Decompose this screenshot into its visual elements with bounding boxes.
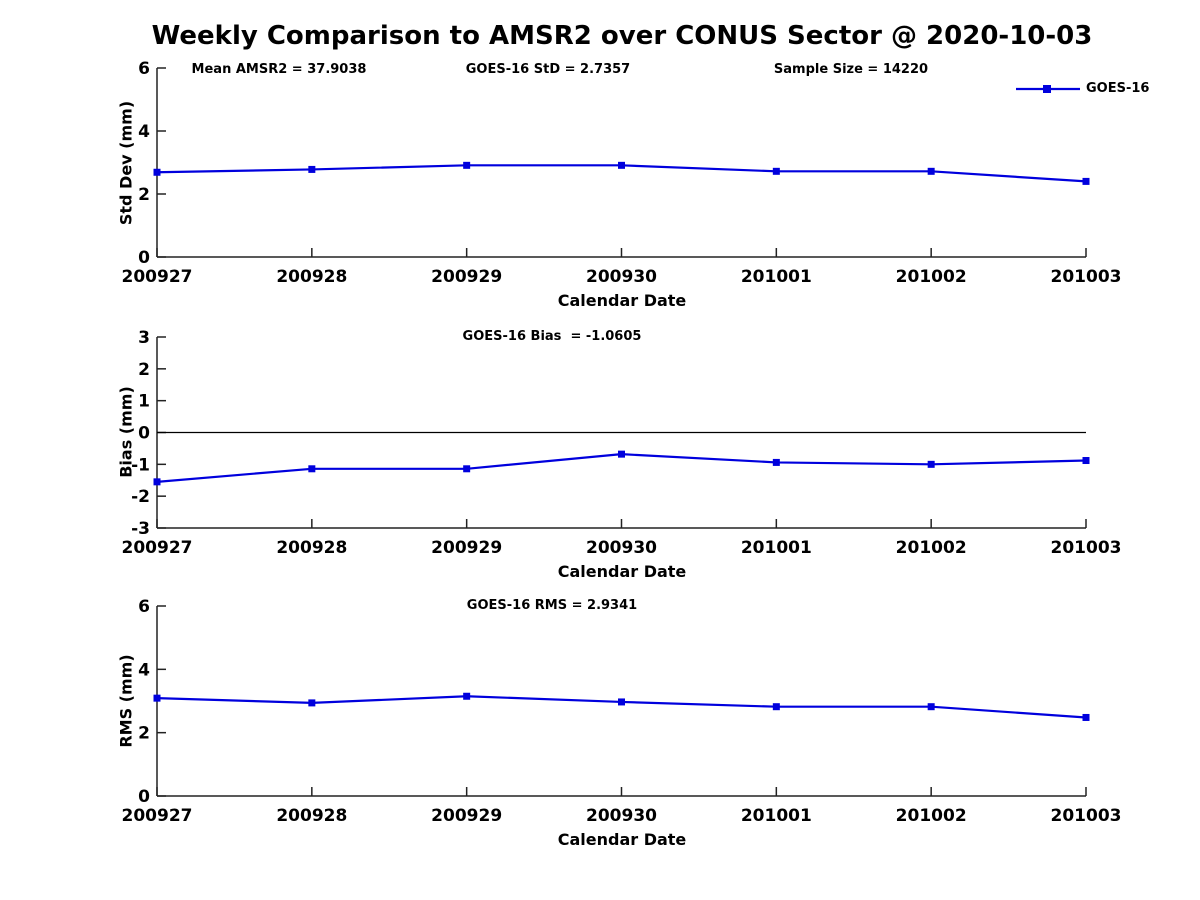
y-tick-label: -3	[131, 519, 150, 539]
x-tick-label: 200927	[122, 267, 193, 287]
xlabel-calendar-date-3: Calendar Date	[557, 830, 687, 849]
y-tick-label: 6	[138, 59, 150, 79]
data-point-marker	[772, 167, 780, 175]
data-point-marker	[463, 692, 471, 700]
data-point-marker	[1082, 713, 1090, 721]
xlabel-calendar-date-2: Calendar Date	[557, 562, 687, 581]
y-tick-label: 4	[138, 122, 150, 142]
x-tick-label: 201003	[1051, 267, 1122, 287]
y-tick-label: 2	[138, 724, 150, 744]
y-tick-label: 0	[138, 248, 150, 268]
x-tick-label: 201003	[1051, 806, 1122, 826]
x-tick-label: 200928	[276, 267, 347, 287]
y-tick-label: -1	[131, 455, 150, 475]
y-tick-label: 1	[138, 392, 150, 412]
legend-label: GOES-16	[1086, 81, 1150, 96]
x-tick-label: 200927	[122, 538, 193, 558]
data-point-marker	[1082, 177, 1090, 185]
y-tick-label: 0	[138, 424, 150, 444]
x-tick-label: 200930	[586, 267, 657, 287]
y-tick-label: -2	[131, 487, 150, 507]
y-tick-label: 4	[138, 660, 150, 680]
x-tick-label: 201003	[1051, 538, 1122, 558]
data-point-marker	[772, 703, 780, 711]
data-point-marker	[308, 699, 316, 707]
data-point-marker	[153, 478, 161, 486]
annotation-goes16-bias: GOES-16 Bias = -1.0605	[462, 329, 642, 344]
y-tick-label: 2	[138, 185, 150, 205]
data-point-marker	[618, 450, 625, 458]
x-tick-label: 201002	[896, 806, 967, 826]
x-tick-label: 200927	[122, 806, 193, 826]
annotation-sample-size: Sample Size = 14220	[773, 62, 929, 77]
x-tick-label: 201001	[741, 538, 812, 558]
y-tick-label: 2	[138, 360, 150, 380]
legend-marker	[1043, 85, 1051, 93]
x-tick-label: 200928	[276, 806, 347, 826]
data-point-marker	[308, 165, 316, 173]
data-point-marker	[153, 168, 161, 176]
data-point-marker	[927, 703, 935, 711]
data-point-marker	[463, 465, 471, 473]
data-point-marker	[772, 458, 780, 466]
data-point-marker	[618, 698, 625, 706]
y-tick-label: 0	[138, 787, 150, 807]
x-tick-label: 200930	[586, 806, 657, 826]
annotation-mean-amsr2: Mean AMSR2 = 37.9038	[191, 62, 367, 77]
annotation-goes16-rms: GOES-16 RMS = 2.9341	[466, 598, 638, 613]
data-point-marker	[927, 167, 935, 175]
x-tick-label: 200929	[431, 538, 502, 558]
y-tick-label: 6	[138, 597, 150, 617]
x-tick-label: 201002	[896, 267, 967, 287]
data-point-marker	[153, 694, 161, 702]
x-tick-label: 200929	[431, 806, 502, 826]
data-point-marker	[463, 161, 471, 169]
data-point-marker	[308, 465, 316, 473]
data-point-marker	[927, 460, 935, 468]
x-tick-label: 201001	[741, 267, 812, 287]
x-tick-label: 200928	[276, 538, 347, 558]
xlabel-calendar-date-1: Calendar Date	[557, 291, 687, 310]
data-point-marker	[618, 161, 625, 169]
figure-title: Weekly Comparison to AMSR2 over CONUS Se…	[151, 21, 1093, 51]
data-point-marker	[1082, 457, 1090, 465]
x-tick-label: 201001	[741, 806, 812, 826]
x-tick-label: 200930	[586, 538, 657, 558]
x-tick-label: 201002	[896, 538, 967, 558]
annotation-goes16-std: GOES-16 StD = 2.7357	[465, 62, 631, 77]
x-tick-label: 200929	[431, 267, 502, 287]
series-line-goes-16	[156, 453, 1087, 483]
y-tick-label: 3	[138, 328, 150, 348]
